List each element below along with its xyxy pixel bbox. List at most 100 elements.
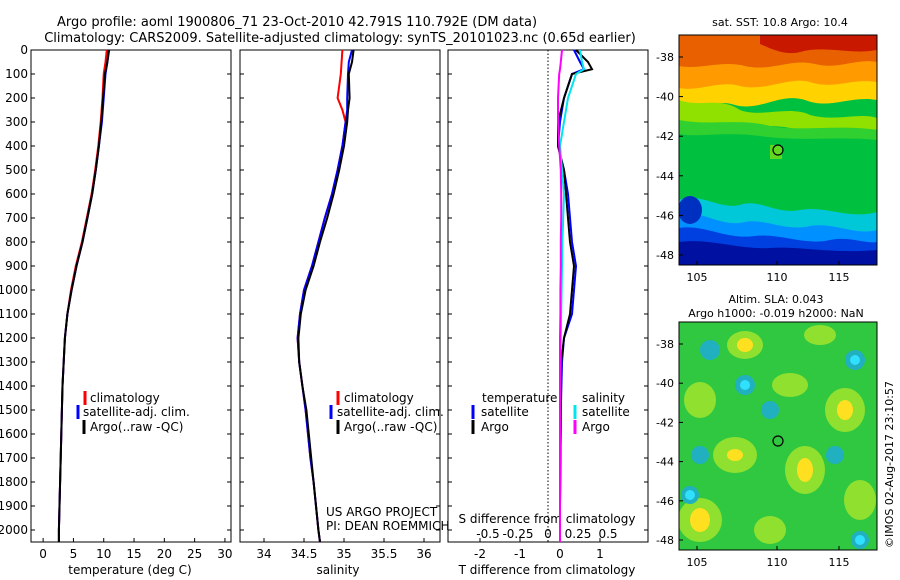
map-x-tick-label: 105 (687, 556, 708, 569)
depth-tick-label: 600 (5, 187, 28, 201)
map-y-tick-label: -48 (656, 534, 674, 547)
sst-map-x-axis: 105 110 115 (687, 261, 850, 284)
legend-label: satellite (481, 405, 529, 419)
legend-label: Argo (582, 420, 610, 434)
temperature-panel (30, 49, 232, 543)
sla-argo-location-marker (772, 435, 784, 447)
x-tick-label: 35.5 (371, 547, 398, 561)
legend-salinity-title: salinity (582, 391, 625, 405)
x-tick-label: 0 (39, 547, 47, 561)
depth-tick-label: 1700 (0, 451, 28, 465)
map-x-tick-label: 115 (829, 556, 850, 569)
map-y-tick-label: -44 (656, 456, 674, 469)
depth-tick-label: 300 (5, 115, 28, 129)
legend-label: satellite-adj. clim. (83, 405, 190, 419)
s-tick-label: 0.5 (598, 527, 617, 541)
temperature-xlabel: temperature (deg C) (68, 563, 191, 577)
project-note-line-1: US ARGO PROJECT (326, 505, 438, 519)
x-tick-label: 34.5 (291, 547, 318, 561)
map-x-tick-label: 105 (687, 271, 708, 284)
legend-label: climatology (90, 391, 160, 405)
depth-tick-label: 700 (5, 211, 28, 225)
series-line (557, 49, 563, 542)
imos-stamp: ©IMOS 02-Aug-2017 23:10:57 (883, 381, 896, 548)
sla-map-frame (678, 321, 878, 551)
map-x-tick-label: 115 (829, 271, 850, 284)
x-tick-label: 30 (217, 547, 232, 561)
depth-tick-label: 200 (5, 91, 28, 105)
sla-map-x-axis: 105 110 115 (687, 546, 850, 569)
salinity-series (296, 49, 355, 543)
map-y-tick-label: -46 (656, 209, 674, 222)
difference-x-axis: -2 -1 0 1 (474, 538, 604, 561)
legend-label: climatology (344, 391, 414, 405)
map-y-tick-label: -40 (656, 377, 674, 390)
x-tick-label: 1 (596, 547, 604, 561)
title-line-2: Climatology: CARS2009. Satellite-adjuste… (44, 31, 636, 46)
legend-temperature-title: temperature (482, 391, 557, 405)
x-tick-label: 10 (96, 547, 111, 561)
depth-tick-label: 1100 (0, 307, 28, 321)
sst-map-y-axis: -38 -40 -42 -44 -46 -48 (656, 51, 683, 262)
x-tick-label: 15 (126, 547, 141, 561)
depth-tick-label: 1000 (0, 283, 28, 297)
x-tick-label: 0 (556, 547, 564, 561)
x-tick-label: 5 (70, 547, 78, 561)
sla-map-title-1: Altim. SLA: 0.043 (728, 293, 823, 306)
map-y-tick-label: -42 (656, 416, 674, 429)
sla-map-y-axis: -38 -40 -42 -44 -46 -48 (656, 338, 683, 547)
title-line-1: Argo profile: aoml 1900806_71 23-Oct-201… (57, 15, 537, 30)
x-tick-label: 36 (416, 547, 431, 561)
sst-map-frame (678, 34, 878, 266)
depth-tick-label: 1200 (0, 331, 28, 345)
depth-tick-label: 1400 (0, 379, 28, 393)
depth-tick-label: 100 (5, 67, 28, 81)
depth-tick-label: 1300 (0, 355, 28, 369)
x-tick-label: 35 (336, 547, 351, 561)
legend-label: Argo(..raw -QC) (90, 420, 183, 434)
depth-tick-label: 400 (5, 139, 28, 153)
sst-map-title: sat. SST: 10.8 Argo: 10.4 (712, 16, 848, 29)
s-tick-label: 0.25 (565, 527, 592, 541)
x-tick-label: 20 (157, 547, 172, 561)
depth-tick-label: 2000 (0, 523, 28, 537)
difference-xlabel: T difference from climatology (458, 563, 636, 577)
temperature-series (57, 49, 111, 542)
map-y-tick-label: -42 (656, 130, 674, 143)
difference-series (556, 49, 594, 542)
map-y-tick-label: -46 (656, 495, 674, 508)
legend-label: satellite (582, 405, 630, 419)
depth-tick-label: 1800 (0, 475, 28, 489)
salinity-xlabel: salinity (316, 563, 359, 577)
depth-tick-label: 0 (20, 43, 28, 57)
depth-tick-label: 900 (5, 259, 28, 273)
sla-map-image (679, 322, 877, 550)
x-tick-label: 25 (187, 547, 202, 561)
salinity-panel (239, 49, 441, 543)
difference-s-label: S difference from climatology (459, 512, 636, 526)
sla-map-title-2: Argo h1000: -0.019 h2000: NaN (688, 307, 864, 320)
map-y-tick-label: -44 (656, 170, 674, 183)
difference-legend: temperature satellite Argo salinity sate… (471, 391, 630, 434)
depth-tick-label: 500 (5, 163, 28, 177)
sst-argo-location-marker (772, 144, 784, 156)
depth-tick-label: 800 (5, 235, 28, 249)
map-x-tick-label: 110 (767, 271, 788, 284)
map-y-tick-label: -40 (656, 91, 674, 104)
map-y-tick-label: -38 (656, 338, 674, 351)
map-y-tick-label: -38 (656, 51, 674, 64)
legend-label: satellite-adj. clim. (337, 405, 444, 419)
depth-axis: 0 100 200 300 400 500 600 700 800 900 1000 1100 1200… (0, 43, 648, 537)
x-tick-label: -2 (474, 547, 486, 561)
temperature-x-axis: 0 5 10 15 20 25 30 (39, 538, 233, 561)
x-tick-label: -1 (514, 547, 526, 561)
x-tick-label: 34 (256, 547, 271, 561)
depth-tick-label: 1900 (0, 499, 28, 513)
salinity-legend: climatology satellite-adj. clim. Argo(..… (329, 391, 444, 434)
s-tick-label: -0.5 (476, 527, 499, 541)
depth-tick-label: 1600 (0, 427, 28, 441)
legend-label: Argo (481, 420, 509, 434)
s-tick-label: -0.25 (502, 527, 533, 541)
map-y-tick-label: -48 (656, 249, 674, 262)
